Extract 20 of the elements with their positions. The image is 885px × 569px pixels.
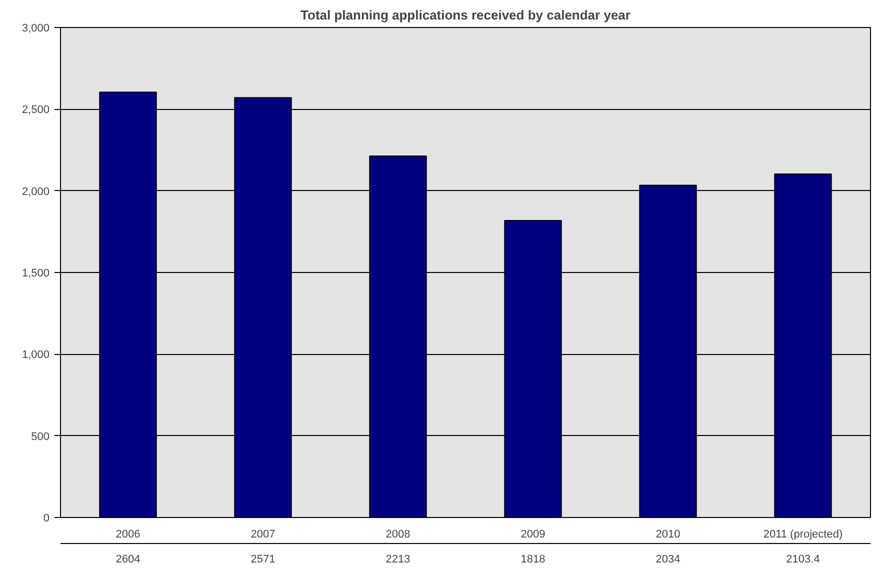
y-tick-label: 2,500 [22, 104, 50, 116]
data-label: 2571 [250, 554, 276, 566]
x-tick-label: 2007 [250, 528, 276, 540]
y-tick-label: 0 [43, 512, 50, 524]
y-tick-label: 1,500 [22, 268, 50, 280]
y-tick-label: 500 [31, 430, 50, 443]
data-label: 2213 [386, 554, 410, 566]
x-tick-label: 2006 [116, 528, 140, 540]
y-tick-label: 2,000 [22, 186, 50, 198]
y-tick-label: 1,000 [22, 349, 50, 362]
data-label: 2103.4 [786, 554, 820, 566]
x-tick-label: 2008 [386, 528, 410, 540]
chart-title: Total planning applications received by calendar year [300, 8, 630, 22]
data-label: 2604 [116, 554, 140, 566]
x-tick-label: 2009 [520, 528, 546, 540]
y-tick-label: 3,000 [22, 22, 50, 34]
data-label: 2034 [656, 554, 680, 566]
data-label: 1818 [520, 554, 546, 566]
x-tick-label: 2011 (projected) [763, 528, 843, 540]
x-tick-label: 2010 [656, 528, 680, 540]
